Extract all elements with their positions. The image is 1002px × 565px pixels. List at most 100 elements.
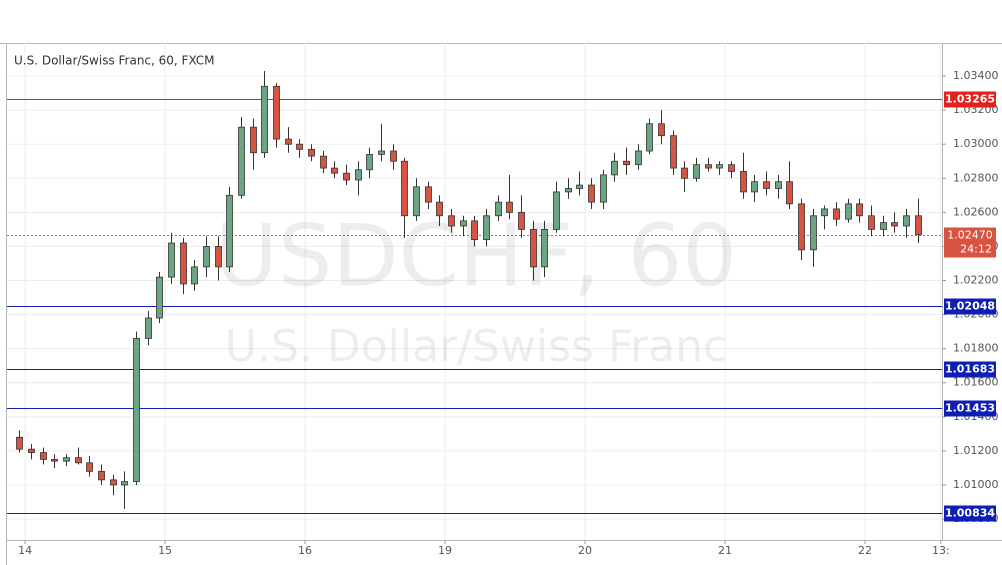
- candle-body: [763, 181, 770, 189]
- candle-body: [495, 201, 502, 217]
- y-tick-label: 1.02200: [953, 274, 999, 287]
- candle-body: [868, 215, 875, 230]
- candle-body: [168, 242, 175, 278]
- candle-body: [670, 135, 677, 169]
- candle-body: [460, 220, 467, 227]
- candle-body: [40, 452, 47, 460]
- watermark-name: U.S. Dollar/Swiss Franc: [225, 321, 727, 372]
- candle-body: [401, 160, 408, 217]
- candle-body: [156, 276, 163, 319]
- candle-body: [63, 457, 70, 462]
- candle-body: [728, 164, 735, 172]
- candle-body: [378, 150, 385, 155]
- candle-body: [413, 186, 420, 217]
- candle-body: [355, 169, 362, 181]
- x-tick-label: 19: [438, 544, 452, 557]
- candle-body: [880, 222, 887, 230]
- candle-body: [541, 228, 548, 268]
- y-tick-label: 1.02800: [953, 171, 999, 184]
- candle-body: [553, 191, 560, 230]
- level-label: 1.01683: [945, 363, 995, 376]
- candle-body: [775, 181, 782, 189]
- candle-body: [75, 457, 82, 464]
- candle-body: [86, 462, 93, 472]
- candle-body: [308, 148, 315, 157]
- candle-body: [215, 246, 222, 268]
- candle-body: [285, 138, 292, 145]
- candle-body: [716, 164, 723, 169]
- x-tick-label: 13:: [932, 544, 950, 557]
- candle-body: [273, 85, 280, 140]
- watermark: USDCHF, 60 U.S. Dollar/Swiss Franc: [215, 206, 737, 372]
- candle-body: [658, 123, 665, 137]
- candle-body: [821, 208, 828, 217]
- candle-body: [623, 160, 630, 166]
- candle-body: [226, 194, 233, 268]
- candle-body: [740, 171, 747, 193]
- candle-body: [261, 85, 268, 154]
- y-tick-label: 1.02600: [953, 205, 999, 218]
- candle-body: [448, 215, 455, 227]
- candle-body: [705, 164, 712, 169]
- candle-body: [436, 201, 443, 217]
- x-tick-label: 14: [18, 544, 32, 557]
- candle-body: [833, 208, 840, 220]
- level-label-box: [944, 91, 996, 108]
- chart-title: U.S. Dollar/Swiss Franc, 60, FXCM: [14, 54, 215, 68]
- y-tick-label: 1.01200: [953, 444, 999, 457]
- last-price-box: [944, 227, 996, 258]
- x-tick-label: 16: [298, 544, 312, 557]
- candle-body: [191, 266, 198, 285]
- candles: [16, 70, 922, 509]
- level-label-box: [944, 505, 996, 522]
- candle-body: [891, 222, 898, 227]
- candle-body: [98, 470, 105, 481]
- levels: [7, 99, 942, 514]
- y-tick-label: 1.01600: [953, 376, 999, 389]
- candle-body: [810, 215, 817, 251]
- level-label: 1.00834: [945, 507, 995, 520]
- x-tick-label: 15: [158, 544, 172, 557]
- candle-body: [646, 123, 653, 152]
- x-tick-label: 20: [578, 544, 592, 557]
- candle-body: [518, 211, 525, 230]
- candle-body: [390, 150, 397, 162]
- candle-body: [611, 160, 618, 176]
- candle-body: [798, 203, 805, 251]
- candle-body: [238, 126, 245, 196]
- y-tick-label: 1.03000: [953, 137, 999, 150]
- candle-body: [856, 203, 863, 217]
- level-label-box: [944, 298, 996, 315]
- last-price-label: 1.02470: [947, 229, 993, 242]
- candle-body: [693, 164, 700, 179]
- candle-body: [343, 172, 350, 181]
- candle-body: [320, 155, 327, 169]
- candle-body: [915, 215, 922, 235]
- candle-body: [51, 459, 58, 462]
- candle-body: [203, 246, 210, 268]
- candle-body: [16, 436, 23, 450]
- candle-body: [506, 201, 513, 213]
- level-label: 1.01453: [945, 402, 995, 415]
- countdown-label: 24:12: [960, 243, 992, 256]
- y-tick-label: 1.01800: [953, 342, 999, 355]
- y-tick-label: 1.03400: [953, 69, 999, 82]
- x-tick-label: 21: [718, 544, 732, 557]
- candle-body: [133, 338, 140, 482]
- candle-body: [28, 448, 35, 453]
- candle-body: [483, 215, 490, 241]
- candle-body: [588, 184, 595, 203]
- candle-body: [635, 150, 642, 166]
- level-label-box: [944, 361, 996, 378]
- level-label: 1.02048: [945, 300, 995, 313]
- candle-body: [121, 481, 128, 486]
- y-tick-label: 1.01000: [953, 478, 999, 491]
- candle-body: [903, 215, 910, 227]
- candle-body: [471, 220, 478, 241]
- candle-body: [296, 143, 303, 150]
- candle-body: [145, 317, 152, 339]
- candle-body: [681, 167, 688, 179]
